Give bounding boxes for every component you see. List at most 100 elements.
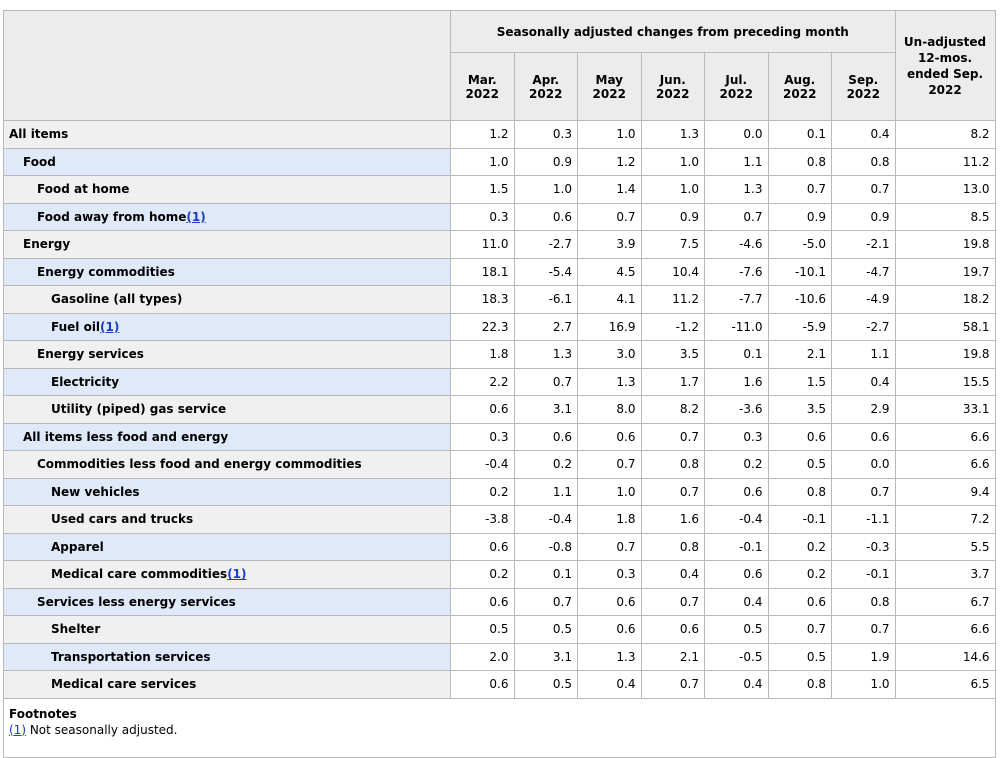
row-label: New vehicles: [3, 477, 451, 506]
footnote-marker[interactable]: (1): [9, 722, 26, 737]
value-cell: 1.1: [704, 147, 769, 176]
year: 2022: [846, 86, 880, 101]
label-text: Utility (piped) gas service: [51, 402, 227, 417]
row-label: Utility (piped) gas service: [3, 395, 451, 424]
value-cell: 0.5: [513, 615, 578, 644]
value-cell: 0.8: [831, 587, 896, 616]
value-cell: 0.7: [577, 450, 642, 479]
value-cell: 0.6: [513, 202, 578, 231]
value-cell: 14.6: [894, 642, 996, 671]
value-cell: 0.7: [513, 587, 578, 616]
label-text: Food: [23, 154, 56, 169]
value-cell: 0.4: [831, 120, 896, 149]
value-cell: 0.2: [513, 450, 578, 479]
value-cell: 1.3: [704, 175, 769, 204]
value-cell: -5.4: [513, 257, 578, 286]
value-cell: 7.5: [640, 230, 705, 259]
value-cell: 0.6: [577, 587, 642, 616]
value-cell: 18.1: [450, 257, 515, 286]
value-cell: 1.0: [450, 147, 515, 176]
value-cell: 0.2: [450, 477, 515, 506]
value-cell: 0.8: [640, 532, 705, 561]
value-cell: 0.7: [767, 175, 832, 204]
value-cell: 1.5: [767, 367, 832, 396]
value-cell: 6.7: [894, 587, 996, 616]
value-cell: 2.0: [450, 642, 515, 671]
value-cell: 11.0: [450, 230, 515, 259]
value-cell: 0.3: [450, 202, 515, 231]
cpi-table: Seasonally adjusted changes from precedi…: [3, 10, 996, 758]
value-cell: -0.3: [831, 532, 896, 561]
value-cell: 8.5: [894, 202, 996, 231]
value-cell: 33.1: [894, 395, 996, 424]
value-cell: 4.1: [577, 285, 642, 314]
value-cell: 0.6: [704, 477, 769, 506]
value-cell: 3.1: [513, 395, 578, 424]
value-cell: 0.4: [704, 587, 769, 616]
value-cell: 19.7: [894, 257, 996, 286]
row-label: Energy: [3, 230, 451, 259]
value-cell: 1.8: [450, 340, 515, 369]
value-cell: 0.7: [831, 615, 896, 644]
value-cell: 0.6: [767, 587, 832, 616]
label-text: Apparel: [51, 539, 104, 554]
value-cell: 0.8: [640, 450, 705, 479]
value-cell: 0.7: [767, 615, 832, 644]
value-cell: 0.7: [513, 367, 578, 396]
month: Sep.: [848, 72, 879, 87]
value-cell: -0.4: [704, 505, 769, 534]
data-row: Shelter 0.5 0.5 0.6 0.6 0.5 0.7 0.7 6.6: [3, 615, 996, 644]
value-cell: -3.6: [704, 395, 769, 424]
value-cell: 1.9: [831, 642, 896, 671]
value-cell: 5.5: [894, 532, 996, 561]
value-cell: 0.7: [704, 202, 769, 231]
value-cell: 0.6: [577, 422, 642, 451]
header-row: Mar. 2022 Apr. 2022 May 2022 Jun. 2022 Jul. 2022 A…: [4, 52, 996, 121]
value-cell: 0.6: [450, 587, 515, 616]
row-label: Apparel: [3, 532, 451, 561]
value-cell: 0.6: [450, 395, 515, 424]
data-row: New vehicles 0.2 1.1 1.0 0.7 0.6 0.8 0.7 9.4: [3, 477, 996, 506]
row-label: Fuel oil(1): [3, 312, 451, 341]
value-cell: 8.0: [577, 395, 642, 424]
row-label: Used cars and trucks: [3, 505, 451, 534]
value-cell: -3.8: [450, 505, 515, 534]
footnote-link[interactable]: (1): [186, 209, 206, 224]
month: Mar.: [467, 72, 497, 87]
value-cell: -2.7: [831, 312, 896, 341]
value-cell: 1.0: [577, 120, 642, 149]
value-cell: 0.7: [640, 587, 705, 616]
row-label: Commodities less food and energy commodi…: [3, 450, 451, 479]
value-cell: 15.5: [894, 367, 996, 396]
value-cell: 0.7: [831, 175, 896, 204]
value-cell: 1.7: [640, 367, 705, 396]
value-cell: 0.7: [640, 422, 705, 451]
value-cell: -2.7: [513, 230, 578, 259]
table-body: All items 1.2 0.3 1.0 1.3 0.0 0.1 0.4 8.2 Food 1.0…: [3, 120, 996, 758]
value-cell: 0.0: [704, 120, 769, 149]
value-cell: 1.0: [640, 175, 705, 204]
value-cell: 19.8: [894, 340, 996, 369]
footnote-link[interactable]: (1): [100, 319, 120, 334]
value-cell: 0.7: [831, 477, 896, 506]
month-header: May 2022: [577, 52, 642, 121]
value-cell: 0.6: [450, 532, 515, 561]
value-cell: -7.6: [704, 257, 769, 286]
value-cell: 3.5: [767, 395, 832, 424]
data-row: All items 1.2 0.3 1.0 1.3 0.0 0.1 0.4 8.2: [3, 120, 996, 149]
value-cell: 4.5: [577, 257, 642, 286]
value-cell: 0.9: [513, 147, 578, 176]
label-text: Used cars and trucks: [51, 512, 194, 527]
value-cell: 0.3: [513, 120, 578, 149]
unadjusted-header: Un-adjusted 12-mos. ended Sep. 2022: [894, 10, 996, 121]
value-cell: -0.5: [704, 642, 769, 671]
label-text: Medical care services: [51, 677, 197, 692]
value-cell: 1.8: [577, 505, 642, 534]
value-cell: -4.6: [704, 230, 769, 259]
data-row: Energy commodities 18.1 -5.4 4.5 10.4 -7.6 -10…: [3, 257, 996, 286]
footnote-link[interactable]: (1): [227, 567, 247, 582]
data-row: Commodities less food and energy commodi…: [3, 450, 996, 479]
value-cell: 13.0: [894, 175, 996, 204]
value-cell: 8.2: [640, 395, 705, 424]
value-cell: -0.1: [767, 505, 832, 534]
